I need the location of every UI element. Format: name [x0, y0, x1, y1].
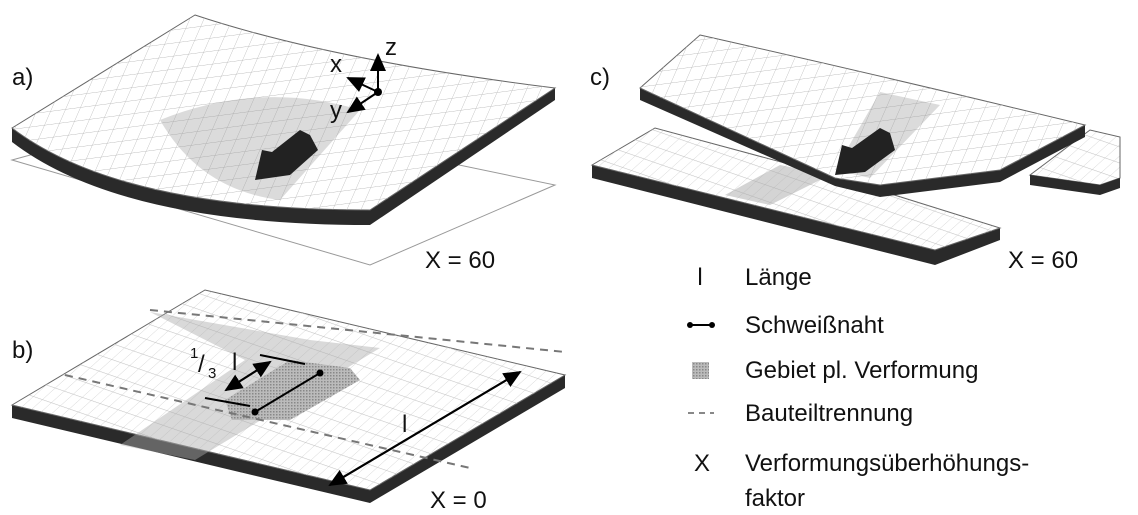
factor-label: X = 60 — [1008, 247, 1078, 274]
legend-weld-end — [709, 322, 715, 328]
legend-text: Länge — [745, 264, 812, 291]
axis-z: z — [385, 34, 397, 61]
legend-zone-symbol — [692, 362, 709, 379]
axis-y: y — [330, 97, 342, 124]
weld-end — [252, 409, 259, 416]
length-symbol: l — [402, 411, 407, 438]
panel-a: a) x y z X = 60 — [12, 15, 555, 274]
weld-end — [317, 370, 324, 377]
legend: l Länge Schweißnaht Gebiet pl. Verformun… — [687, 264, 1029, 512]
legend-text: Bauteiltrennung — [745, 400, 913, 427]
panel-label: b) — [12, 337, 33, 364]
panel-b: b) 1 / 3 l l X = 0 — [12, 290, 565, 514]
legend-symbol: l — [697, 264, 702, 291]
fraction-slash: / — [198, 351, 205, 378]
axis-x: x — [330, 51, 342, 78]
third-length-symbol: l — [232, 349, 237, 376]
factor-label: X = 60 — [425, 247, 495, 274]
legend-text: Gebiet pl. Verformung — [745, 357, 978, 384]
axes-origin — [374, 88, 382, 96]
fraction-denominator: 3 — [208, 365, 216, 382]
legend-text: Schweißnaht — [745, 312, 884, 339]
legend-text: Verformungsüberhöhungs- — [745, 450, 1029, 477]
factor-label: X = 0 — [430, 487, 487, 514]
panel-c: c) X = 60 — [590, 35, 1120, 274]
figure: a) x y z X = 60 b) 1 / 3 l l X = 0 c) X … — [0, 0, 1138, 515]
panel-label: c) — [590, 64, 610, 91]
legend-weld-end — [687, 322, 693, 328]
legend-symbol: X — [694, 450, 710, 477]
panel-label: a) — [12, 64, 33, 91]
legend-text: faktor — [745, 485, 805, 512]
